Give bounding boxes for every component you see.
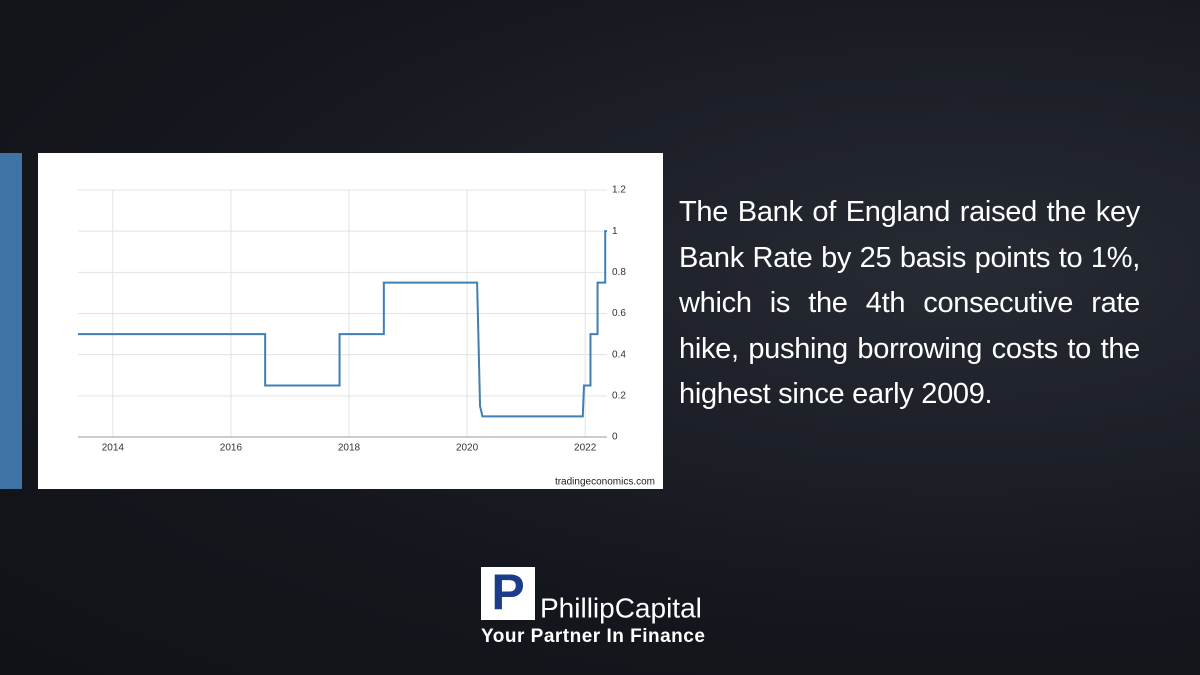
logo-box: [481, 567, 535, 620]
x-tick-label: 2022: [574, 443, 597, 454]
rate-line: [78, 230, 607, 418]
y-tick-label: 0.6: [612, 308, 626, 319]
chart-card: [38, 153, 663, 489]
y-tick-label: 0.2: [612, 390, 626, 401]
x-tick-label: 2020: [456, 443, 479, 454]
chart-source: tradingeconomics.com: [555, 477, 655, 488]
y-tick-label: 0.4: [612, 349, 626, 360]
y-tick-label: 0: [612, 432, 618, 443]
headline-text: The Bank of England raised the key Bank …: [679, 196, 1140, 410]
y-tick-label: 1: [612, 226, 618, 237]
accent-bar: [0, 153, 22, 489]
x-tick-label: 2018: [338, 443, 361, 454]
x-tick-label: 2016: [220, 443, 243, 454]
logo-tagline: Your Partner In Finance: [481, 626, 705, 647]
logo-name: PhillipCapital: [540, 592, 702, 623]
y-tick-label: 1.2: [612, 185, 626, 196]
logo-letter: P: [491, 564, 524, 620]
x-tick-label: 2014: [102, 443, 125, 454]
y-tick-label: 0.8: [612, 267, 626, 278]
